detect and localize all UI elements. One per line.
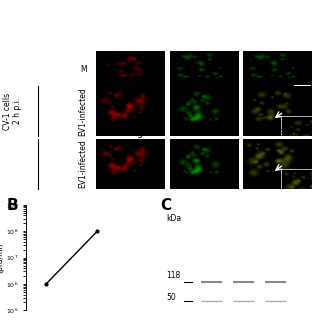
Text: CV-1 cells
2 h p.i.: CV-1 cells 2 h p.i. <box>3 92 22 130</box>
Text: 118: 118 <box>166 271 181 280</box>
Y-axis label: (pfu/ml): (pfu/ml) <box>0 242 4 273</box>
Text: 50: 50 <box>166 293 176 302</box>
Text: C: C <box>160 198 171 213</box>
Text: EV1-infected: EV1-infected <box>79 140 88 188</box>
Text: EV1: EV1 <box>195 129 213 138</box>
Text: kDa: kDa <box>166 214 181 223</box>
Text: EV1-infected: EV1-infected <box>79 87 88 136</box>
Text: α2 integrin: α2 integrin <box>105 129 156 138</box>
Text: MERGED: MERGED <box>258 129 297 138</box>
Text: B: B <box>6 198 18 213</box>
Text: M: M <box>80 65 86 74</box>
